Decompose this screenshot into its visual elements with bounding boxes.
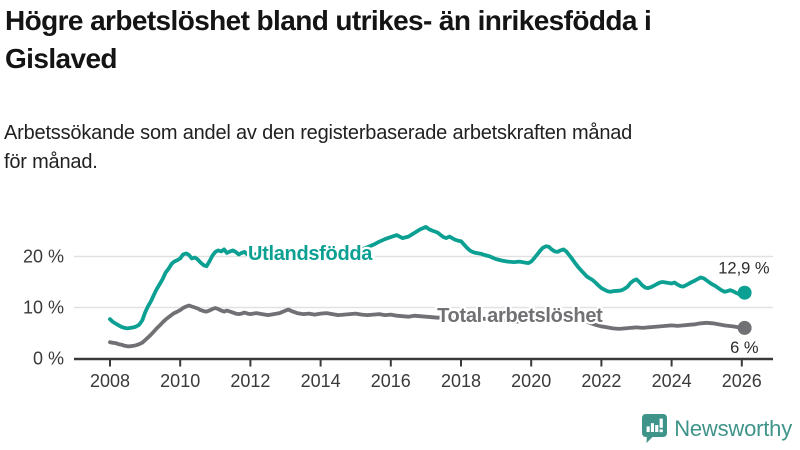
x-tick-label: 2026 [722, 371, 762, 391]
x-tick-label: 2020 [511, 371, 551, 391]
newsworthy-logo[interactable]: Newsworthy [642, 414, 792, 444]
x-tick-label: 2016 [371, 371, 411, 391]
page-title: Högre arbetslöshet bland utrikes- än inr… [5, 2, 797, 78]
x-tick-label: 2024 [652, 371, 692, 391]
x-tick-label: 2018 [441, 371, 481, 391]
series-end-dot-total-arbetsl-shet [737, 320, 752, 335]
x-tick-label: 2022 [581, 371, 621, 391]
x-tick-label: 2008 [90, 371, 130, 391]
series-end-value-label-utlandsf-dda: 12,9 % [718, 260, 770, 278]
page-subtitle: Arbetssökande som andel av den registerb… [4, 119, 796, 177]
x-tick-label: 2010 [160, 371, 200, 391]
page-subtitle-line-2: för månad. [4, 151, 98, 173]
page-title-line-2: Gislaved [5, 43, 118, 74]
series-end-dot-utlandsf-dda [737, 285, 752, 300]
y-tick-label: 10 % [23, 298, 64, 318]
series-label-total-arbetsl-shet: Total arbetslöshet [437, 305, 603, 327]
series-line-total-arbetsl-shet [108, 303, 747, 349]
x-tick-label: 2012 [230, 371, 270, 391]
y-tick-label: 0 % [33, 349, 64, 369]
page-title-line-1: Högre arbetslöshet bland utrikes- än inr… [5, 5, 652, 36]
newsworthy-chart-bubble-icon [642, 414, 668, 443]
y-tick-label: 20 % [23, 247, 64, 267]
brand-name: Newsworthy [674, 416, 792, 441]
series-line-utlandsf-dda [108, 224, 747, 331]
series-label-utlandsf-dda: Utlandsfödda [248, 243, 373, 265]
page-subtitle-line-1: Arbetssökande som andel av den registerb… [4, 122, 633, 144]
x-tick-label: 2014 [301, 371, 341, 391]
series-end-value-label-total-arbetsl-shet: 6 % [730, 339, 759, 357]
